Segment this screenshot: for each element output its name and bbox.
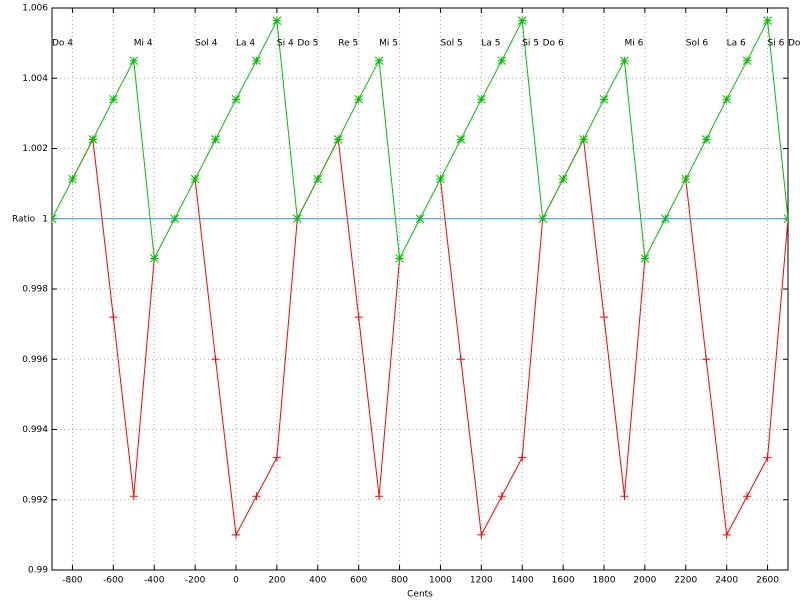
point-marker [231, 94, 241, 104]
point-marker [190, 174, 200, 184]
point-marker [149, 254, 159, 263]
x-tick-label: 1400 [511, 576, 534, 586]
y-tick-label: 1.004 [22, 74, 48, 84]
note-label: Si 5 [522, 39, 539, 49]
x-axis-label: Cents [407, 590, 433, 600]
x-tick-label: 1000 [429, 576, 452, 586]
x-tick-label: 1200 [470, 576, 493, 586]
note-label: Do 4 [52, 39, 73, 49]
y-tick-label: 0.99 [28, 566, 48, 576]
point-marker [477, 530, 486, 539]
point-marker [129, 56, 139, 66]
point-marker [252, 56, 261, 66]
point-marker [375, 492, 384, 501]
point-marker [599, 94, 609, 104]
point-marker [518, 453, 527, 462]
x-tick-label: 2400 [715, 576, 738, 586]
note-label: Do 5 [297, 39, 318, 49]
point-marker [354, 313, 363, 322]
point-marker [272, 453, 281, 462]
y-tick-label: 1.006 [22, 4, 48, 14]
point-marker [354, 94, 364, 104]
note-label: La 5 [481, 39, 500, 49]
y-tick-label: 0.998 [22, 285, 48, 295]
point-marker [640, 254, 650, 263]
point-marker [333, 135, 343, 144]
x-tick-label: -200 [185, 576, 206, 586]
note-label: Si 6 [768, 39, 785, 49]
note-label: Si 4 [277, 39, 294, 49]
point-marker [743, 492, 752, 501]
note-label: Do [788, 39, 800, 49]
point-marker [129, 492, 138, 501]
point-marker [313, 174, 323, 184]
plot-frame [51, 7, 789, 571]
y-tick-label: 0.996 [22, 355, 48, 365]
x-tick-label: 0 [233, 576, 239, 586]
point-marker [497, 492, 506, 501]
y-tick-label: 0.994 [22, 425, 48, 435]
note-label: Sol 6 [686, 39, 709, 49]
plot-area [52, 16, 788, 539]
point-marker [272, 16, 282, 25]
point-marker [517, 16, 527, 25]
note-label: Sol 5 [440, 39, 462, 49]
point-marker [763, 453, 772, 462]
point-marker [476, 94, 486, 104]
note-label: Re 5 [338, 39, 358, 49]
note-label: Do 6 [543, 39, 564, 49]
point-marker [620, 56, 629, 66]
x-tick-label: -800 [62, 576, 83, 586]
y-axis-label: Ratio [12, 214, 36, 224]
point-marker [436, 174, 445, 184]
x-tick-label: 800 [391, 576, 408, 586]
x-tick-label: -600 [103, 576, 124, 586]
note-label: Sol 4 [195, 39, 218, 49]
point-marker [211, 355, 220, 364]
x-tick-label: 600 [350, 576, 367, 586]
point-marker [109, 313, 118, 322]
point-marker [232, 530, 240, 539]
point-marker [681, 174, 691, 184]
x-tick-label: 1600 [552, 576, 575, 586]
point-marker [701, 135, 711, 144]
point-marker [702, 355, 711, 364]
y-tick-label: 1 [42, 214, 48, 224]
point-marker [742, 56, 752, 66]
point-marker [497, 56, 507, 66]
x-tick-label: 1800 [593, 576, 616, 586]
note-label: La 6 [727, 39, 746, 49]
point-marker [722, 94, 732, 104]
point-marker [456, 355, 465, 364]
point-marker [68, 174, 77, 184]
note-label: Mi 6 [624, 39, 643, 49]
point-marker [252, 492, 261, 501]
point-marker [600, 313, 608, 322]
x-tick-label: 2200 [674, 576, 697, 586]
y-tick-label: 0.992 [22, 495, 48, 505]
point-marker [620, 492, 629, 501]
point-marker [211, 135, 220, 144]
x-tick-label: -400 [144, 576, 165, 586]
series-line [52, 18, 788, 261]
point-marker [763, 16, 772, 25]
point-marker [579, 135, 588, 144]
point-marker [88, 135, 98, 144]
x-tick-label: 400 [309, 576, 326, 586]
point-marker [395, 254, 404, 263]
point-marker [108, 94, 118, 104]
x-tick-label: 2000 [633, 576, 656, 586]
point-marker [456, 135, 466, 144]
x-tick-label: 2600 [756, 576, 779, 586]
note-label: Mi 4 [134, 39, 153, 49]
x-tick-label: 200 [268, 576, 285, 586]
y-tick-label: 1.002 [22, 144, 48, 154]
note-label: La 4 [236, 39, 255, 49]
note-label: Mi 5 [379, 39, 398, 49]
point-marker [722, 530, 731, 539]
point-marker [558, 174, 568, 184]
point-marker [374, 56, 384, 66]
